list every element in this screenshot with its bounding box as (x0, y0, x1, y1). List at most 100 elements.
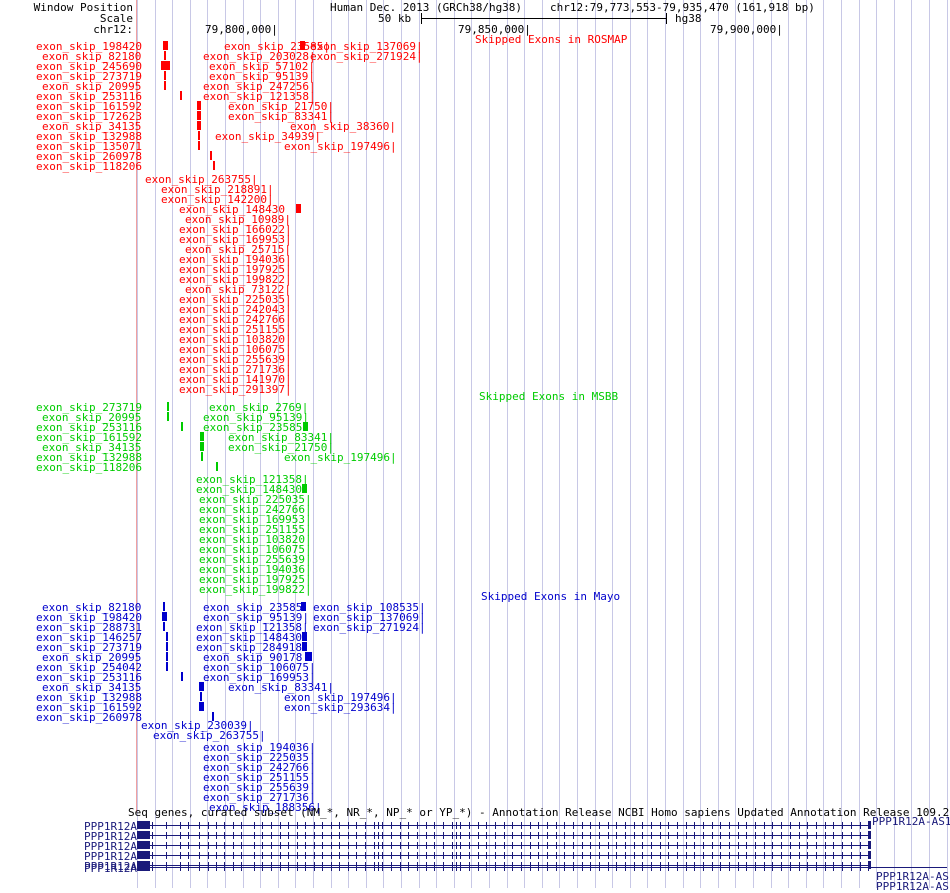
exon-skip-label[interactable]: exon_skip_242766| (179, 313, 292, 326)
exon-skip-label[interactable]: exon_skip_271924| (310, 50, 423, 63)
exon-skip-label[interactable]: exon_skip_108535| (313, 601, 426, 614)
exon-skip-feature-block[interactable] (181, 672, 183, 681)
exon-skip-feature-block[interactable] (166, 642, 168, 651)
exon-skip-label[interactable]: exon_skip_121358| (196, 621, 309, 634)
exon-skip-label[interactable]: exon_skip_137069| (310, 40, 423, 53)
exon-skip-label[interactable]: exon_skip_161592 (36, 701, 142, 714)
exon-skip-label[interactable]: exon_skip_251155| (179, 323, 292, 336)
exon-skip-feature-block[interactable] (197, 101, 201, 110)
exon-skip-label[interactable]: exon_skip_166022| (179, 223, 292, 236)
exon-skip-label[interactable]: exon_skip_247256| (203, 80, 316, 93)
exon-skip-feature-block[interactable] (200, 692, 202, 701)
exon-skip-feature-block[interactable] (303, 422, 308, 431)
exon-skip-feature-block[interactable] (163, 622, 165, 631)
exon-skip-label[interactable]: exon_skip_293634| (284, 701, 397, 714)
exon-skip-label[interactable]: exon_skip_169953| (199, 513, 312, 526)
exon-skip-feature-block[interactable] (166, 662, 168, 671)
exon-skip-label[interactable]: exon_skip_121358| (196, 473, 309, 486)
exon-skip-label[interactable]: exon_skip_199822| (179, 273, 292, 286)
exon-skip-label[interactable]: exon_skip_142200| (161, 193, 274, 206)
exon-skip-label[interactable]: exon_skip_82180 (42, 601, 142, 614)
exon-skip-label[interactable]: exon_skip_25715| (185, 243, 291, 256)
exon-skip-feature-block[interactable] (210, 151, 212, 160)
exon-skip-label[interactable]: exon_skip_146257 (36, 631, 142, 644)
exon-skip-feature-block[interactable] (300, 41, 305, 50)
exon-skip-label[interactable]: exon_skip_121358| (203, 90, 316, 103)
exon-skip-label[interactable]: exon_skip_118206 (36, 461, 142, 474)
exon-skip-label[interactable]: exon_skip_90178 (203, 651, 303, 664)
exon-skip-label[interactable]: exon_skip_251155| (203, 771, 316, 784)
exon-skip-label[interactable]: exon_skip_106075| (199, 543, 312, 556)
exon-skip-label[interactable]: exon_skip_203028| (203, 50, 316, 63)
exon-skip-label[interactable]: exon_skip_148430 (196, 483, 302, 496)
exon-skip-feature-block[interactable] (166, 652, 168, 661)
gene-name-label[interactable]: PPP1R12A (84, 862, 137, 875)
exon-skip-label[interactable]: exon_skip_34135 (42, 681, 142, 694)
exon-skip-feature-block[interactable] (302, 484, 307, 493)
exon-skip-label[interactable]: exon_skip_197925| (179, 263, 292, 276)
exon-skip-label[interactable]: exon_skip_197496| (284, 451, 397, 464)
exon-skip-label[interactable]: exon_skip_197496| (284, 140, 397, 153)
exon-skip-label[interactable]: exon_skip_172623 (36, 110, 142, 123)
exon-skip-label[interactable]: exon_skip_273719 (36, 70, 142, 83)
gene-name-label[interactable]: PPP1R12A (84, 860, 137, 873)
exon-skip-label[interactable]: exon_skip_199822| (199, 583, 312, 596)
exon-skip-label[interactable]: exon_skip_271924| (313, 621, 426, 634)
exon-skip-feature-block[interactable] (302, 632, 307, 641)
exon-skip-label[interactable]: exon_skip_83341| (228, 110, 334, 123)
exon-skip-label[interactable]: exon_skip_271736| (203, 791, 316, 804)
exon-skip-label[interactable]: exon_skip_148430 (196, 631, 302, 644)
exon-skip-label[interactable]: exon_skip_83341| (228, 431, 334, 444)
exon-skip-label[interactable]: exon_skip_225035| (203, 751, 316, 764)
exon-skip-label[interactable]: exon_skip_253116 (36, 90, 142, 103)
gene-exon-block[interactable] (137, 831, 150, 839)
exon-skip-label[interactable]: exon_skip_57102| (209, 60, 315, 73)
exon-skip-label[interactable]: exon_skip_197496| (284, 691, 397, 704)
exon-skip-label[interactable]: exon_skip_251155| (199, 523, 312, 536)
exon-skip-label[interactable]: exon_skip_23585 (203, 421, 303, 434)
gene-name-label[interactable]: PPP1R12A (84, 850, 137, 863)
exon-skip-label[interactable]: exon_skip_106075| (203, 661, 316, 674)
exon-skip-feature-block[interactable] (301, 602, 306, 611)
exon-skip-feature-block[interactable] (180, 91, 182, 100)
exon-skip-label[interactable]: exon_skip_10989| (185, 213, 291, 226)
exon-skip-label[interactable]: exon_skip_253116 (36, 671, 142, 684)
exon-skip-feature-block[interactable] (213, 161, 215, 170)
exon-skip-label[interactable]: exon_skip_218891| (161, 183, 274, 196)
antisense-gene-name-label[interactable]: PPP1R12A-AS1 (876, 870, 950, 883)
exon-skip-label[interactable]: exon_skip_291397| (179, 383, 292, 396)
exon-skip-label[interactable]: exon_skip_245690 (36, 60, 142, 73)
exon-skip-feature-block[interactable] (167, 412, 169, 421)
exon-skip-feature-block[interactable] (199, 682, 204, 691)
exon-skip-feature-block[interactable] (200, 432, 204, 441)
exon-skip-label[interactable]: exon_skip_284918 (196, 641, 302, 654)
exon-skip-feature-block[interactable] (197, 111, 201, 120)
exon-skip-label[interactable]: exon_skip_141970| (179, 373, 292, 386)
exon-skip-label[interactable]: exon_skip_255639| (203, 781, 316, 794)
exon-skip-label[interactable]: exon_skip_255639| (179, 353, 292, 366)
exon-skip-label[interactable]: exon_skip_169953| (179, 233, 292, 246)
exon-skip-label[interactable]: exon_skip_260978 (36, 150, 142, 163)
exon-skip-label[interactable]: exon_skip_242766| (199, 503, 312, 516)
exon-skip-label[interactable]: exon_skip_132988 (36, 451, 142, 464)
exon-skip-label[interactable]: exon_skip_132988 (36, 691, 142, 704)
exon-skip-label[interactable]: exon_skip_106075| (179, 343, 292, 356)
exon-skip-label[interactable]: exon_skip_198420 (36, 611, 142, 624)
exon-skip-label[interactable]: exon_skip_194036| (179, 253, 292, 266)
exon-skip-feature-block[interactable] (302, 642, 307, 651)
exon-skip-feature-block[interactable] (199, 702, 204, 711)
exon-skip-feature-block[interactable] (164, 71, 166, 80)
exon-skip-label[interactable]: exon_skip_20995 (42, 411, 142, 424)
exon-skip-feature-block[interactable] (164, 81, 166, 90)
exon-skip-label[interactable]: exon_skip_263755| (153, 729, 266, 742)
exon-skip-feature-block[interactable] (181, 422, 183, 431)
exon-skip-label[interactable]: exon_skip_254042 (36, 661, 142, 674)
exon-skip-label[interactable]: exon_skip_188356| (209, 801, 322, 814)
exon-skip-label[interactable]: exon_skip_21750| (228, 100, 334, 113)
exon-skip-feature-block[interactable] (164, 51, 166, 60)
exon-skip-feature-block[interactable] (163, 602, 165, 611)
exon-skip-label[interactable]: exon_skip_242766| (203, 761, 316, 774)
exon-skip-label[interactable]: exon_skip_225035| (199, 493, 312, 506)
gene-exon-block[interactable] (137, 841, 150, 849)
gene-name-label[interactable]: PPP1R12A (84, 840, 137, 853)
